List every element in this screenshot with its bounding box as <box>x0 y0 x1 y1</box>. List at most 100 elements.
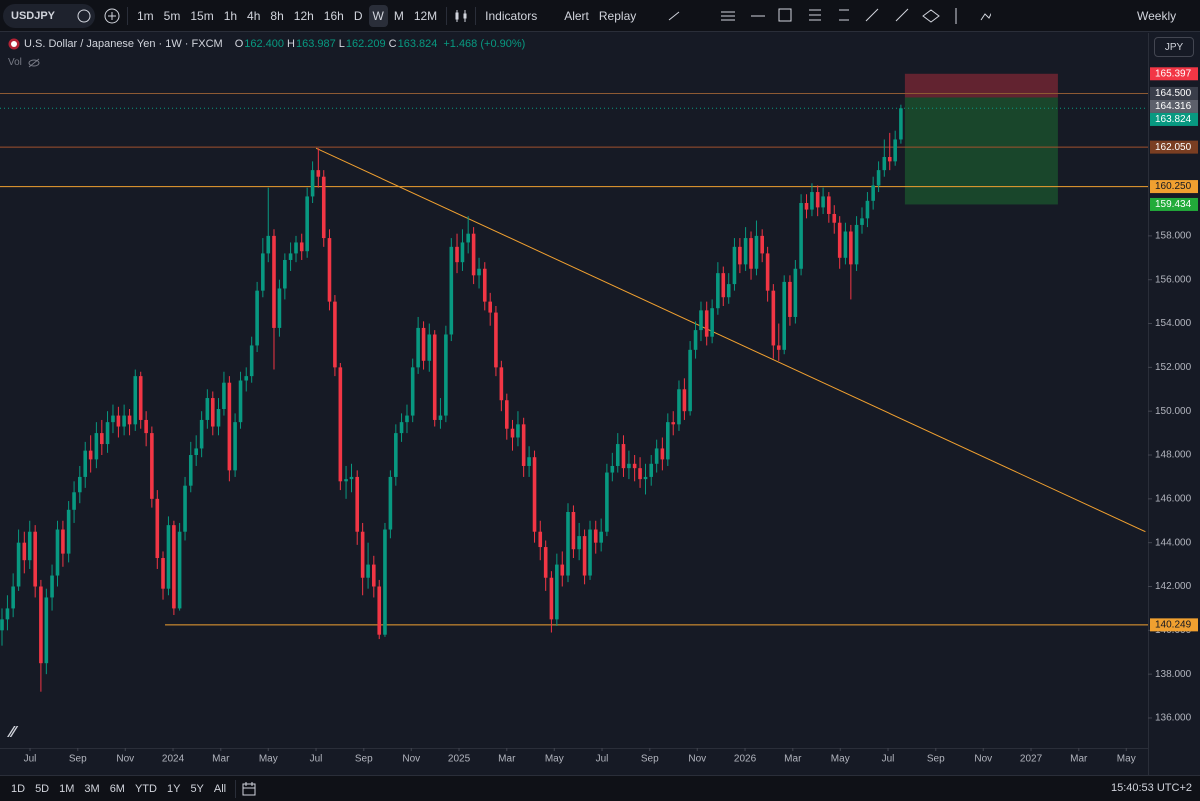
candle-body <box>543 547 548 578</box>
drawing-tools[interactable] <box>661 4 992 28</box>
symbol-search[interactable]: USDJPY <box>3 3 95 28</box>
interval-button[interactable]: M <box>393 8 404 23</box>
candle-body <box>133 376 138 425</box>
range-button[interactable]: 5Y <box>190 782 204 795</box>
candle-body <box>627 463 631 469</box>
candle-body <box>716 273 720 309</box>
candle-body <box>66 509 71 554</box>
candle-body <box>815 192 820 208</box>
x-tick-label: Nov <box>402 754 420 765</box>
candle-body <box>105 422 110 445</box>
range-button[interactable]: 3M <box>84 782 100 795</box>
chart-type[interactable] <box>451 6 471 26</box>
candle-body <box>299 242 304 252</box>
separator <box>127 6 128 25</box>
candle-body <box>649 463 654 477</box>
candle-body <box>738 246 742 265</box>
candle-body <box>477 268 481 276</box>
price-label: 165.397 <box>1155 68 1192 79</box>
separator <box>475 6 477 25</box>
add-symbol[interactable] <box>101 5 123 27</box>
candle-body <box>199 419 204 449</box>
separator <box>446 6 448 25</box>
candle-body <box>410 367 415 416</box>
price-label: 162.050 <box>1155 142 1192 153</box>
x-tick-label: May <box>1117 754 1136 765</box>
interval-button[interactable]: D <box>353 8 363 23</box>
interval-button[interactable]: 1m <box>137 8 154 23</box>
candle-body <box>94 433 99 460</box>
range-button[interactable]: 6M <box>109 782 125 795</box>
candle-body <box>860 218 864 225</box>
interval-button[interactable]: 16h <box>323 8 344 23</box>
x-tick-label: Mar <box>1070 754 1088 765</box>
candle-body <box>743 238 748 265</box>
interval-button[interactable]: 5m <box>163 8 181 23</box>
legend-value: 162.209 <box>345 38 386 50</box>
layout-button[interactable]: Weekly <box>1137 8 1177 23</box>
interval-button[interactable]: W <box>368 4 388 27</box>
x-tick-label: Sep <box>927 754 945 765</box>
x-tick-label: Sep <box>355 754 373 765</box>
interval-button[interactable]: 4h <box>247 8 261 23</box>
y-tick-label: 142.000 <box>1155 581 1192 592</box>
range-button[interactable]: YTD <box>134 782 157 795</box>
candle-body <box>77 476 82 493</box>
range-button[interactable]: 5D <box>35 782 50 795</box>
candle-body <box>261 253 265 291</box>
candle-body <box>55 529 60 576</box>
candle-body <box>821 196 825 208</box>
interval-button[interactable]: 15m <box>190 8 214 23</box>
date-range-button[interactable] <box>240 780 258 798</box>
candle-body <box>233 422 237 471</box>
candle-body <box>111 415 115 423</box>
legend-key: C <box>388 38 397 50</box>
candle-body <box>0 619 4 631</box>
alert-button[interactable]: Alert <box>564 8 589 23</box>
range-button[interactable]: 1M <box>59 782 75 795</box>
candle-body <box>849 231 853 265</box>
candle-body <box>560 564 565 576</box>
currency-button[interactable]: JPY <box>1154 37 1194 57</box>
candle-body <box>310 170 315 197</box>
range-button[interactable]: 1Y <box>166 782 181 795</box>
legend-key: O <box>234 38 244 50</box>
candle-body <box>837 222 842 258</box>
x-tick-label: Nov <box>116 754 134 765</box>
x-tick-label: 2024 <box>162 754 185 765</box>
replay-button[interactable]: Replay <box>598 8 637 23</box>
candle-body <box>394 433 398 477</box>
candle-body <box>704 310 709 337</box>
candle-body <box>177 531 182 609</box>
hidden-icon[interactable] <box>28 58 40 68</box>
candle-body <box>799 203 803 269</box>
range-list: 1D 5D 1M 3M 6M YTD 1Y 5Y All <box>6 783 231 795</box>
candle-body <box>360 531 365 578</box>
candle-body <box>116 415 121 427</box>
candle-body <box>383 529 387 635</box>
price-label: 164.500 <box>1155 88 1192 99</box>
indicators-button[interactable]: Indicators <box>485 8 538 23</box>
candle-body <box>654 448 659 464</box>
candle-body <box>333 301 337 368</box>
range-button[interactable]: 1D <box>11 782 26 795</box>
stop-zone <box>904 73 1058 98</box>
candle-body <box>432 334 437 420</box>
x-tick-label: Nov <box>974 754 992 765</box>
candle-body <box>138 376 143 420</box>
interval-button[interactable]: 12M <box>413 8 438 23</box>
y-tick-label: 152.000 <box>1155 362 1192 373</box>
interval-button[interactable]: 1h <box>223 8 238 23</box>
candle-body <box>355 476 360 532</box>
symbol-icon <box>77 9 91 22</box>
candle-body <box>699 310 703 331</box>
price-label: 140.249 <box>1155 620 1192 631</box>
interval-button[interactable]: 8h <box>270 8 284 23</box>
x-tick-label: Mar <box>212 754 230 765</box>
range-button[interactable]: All <box>213 782 227 795</box>
candle-body <box>532 457 537 532</box>
candle-body <box>266 235 271 254</box>
candle-body <box>882 156 887 171</box>
interval-button[interactable]: 12h <box>293 8 314 23</box>
legend-value: 163.987 <box>295 38 336 50</box>
